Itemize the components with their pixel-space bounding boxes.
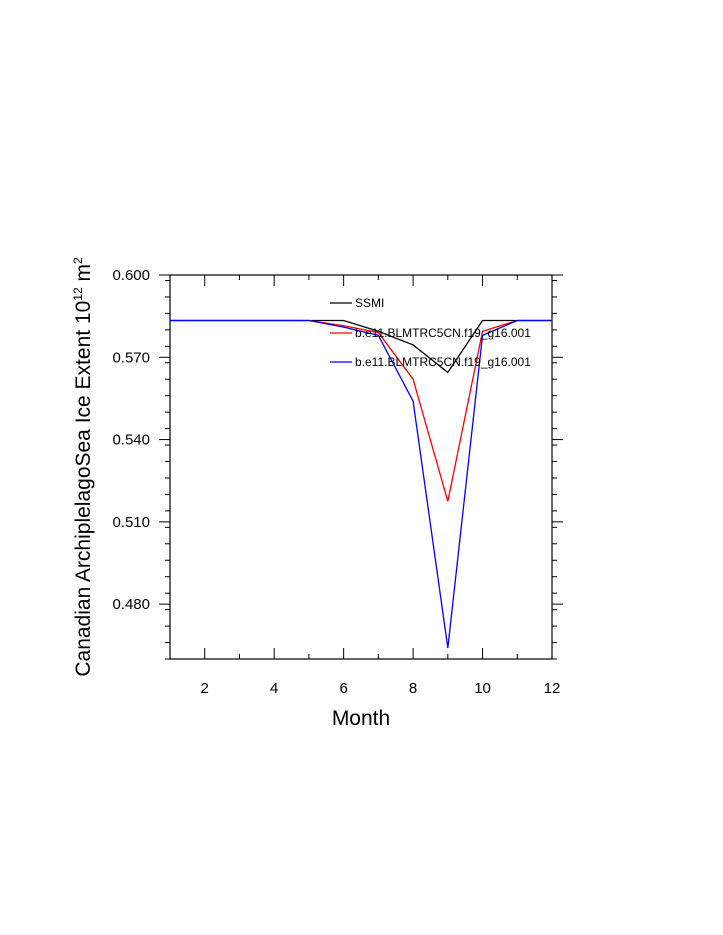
y-tick-label: 0.570 xyxy=(112,349,150,366)
legend-label-0: SSMI xyxy=(355,296,384,310)
x-tick-label: 4 xyxy=(270,680,278,697)
legend-label-1: b.e11.BLMTRC5CN.f19_g16.001 xyxy=(355,326,531,340)
y-axis-label-exponent: 12 xyxy=(71,287,85,301)
y-tick-label: 0.540 xyxy=(112,432,150,449)
x-tick-label: 10 xyxy=(474,680,491,697)
y-axis-label-unit: m xyxy=(72,264,95,287)
y-tick-label: 0.600 xyxy=(112,267,150,284)
x-tick-label: 8 xyxy=(409,680,417,697)
y-axis-label: Canadian ArchiplelagoSea Ice Extent 1012… xyxy=(71,257,95,677)
axis-ticks xyxy=(159,274,563,660)
series-lines xyxy=(170,319,552,649)
y-axis-label-unit-exponent: 2 xyxy=(71,257,85,264)
y-tick-label: 0.510 xyxy=(112,514,150,531)
y-axis-label-main: Canadian ArchiplelagoSea Ice Extent 10 xyxy=(72,301,95,677)
x-tick-label: 6 xyxy=(339,680,347,697)
series-line-2 xyxy=(170,319,552,649)
axis-tick-labels: 2 4 6 8 10 12 0.480 0.510 0.540 0.570 0.600 xyxy=(112,267,560,697)
x-axis-label: Month xyxy=(332,707,390,730)
x-tick-label: 12 xyxy=(544,680,561,697)
x-tick-label: 2 xyxy=(201,680,209,697)
legend-label-2: b.e11.BLMTRC5CN.f19_g16.001 xyxy=(355,355,531,369)
y-tick-label: 0.480 xyxy=(112,596,150,613)
series-line-1 xyxy=(170,319,552,502)
legend: SSMI b.e11.BLMTRC5CN.f19_g16.001 b.e11.BLM… xyxy=(330,296,531,369)
plot-frame xyxy=(169,274,553,660)
